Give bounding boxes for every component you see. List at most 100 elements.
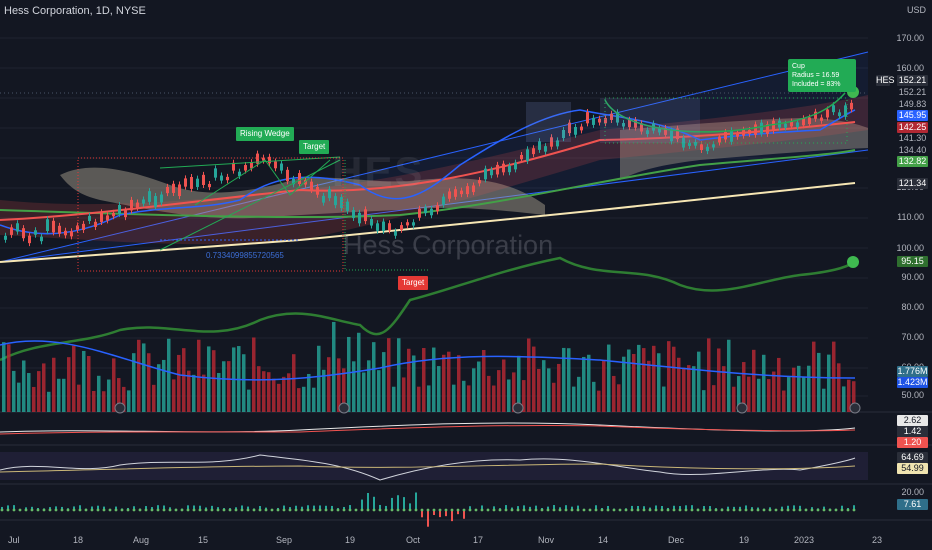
candle-body [808, 117, 811, 125]
oscillator-dot [210, 508, 214, 512]
volume-bar [317, 345, 321, 412]
candle-body [472, 185, 475, 193]
volume-bar [22, 360, 26, 412]
time-label: Dec [668, 535, 685, 545]
volume-bar [357, 332, 361, 412]
candle-body [58, 225, 61, 234]
volume-bar [177, 354, 181, 412]
price-tag: 152.21 [898, 87, 927, 97]
oscillator-dot [708, 508, 712, 512]
candle-body [592, 117, 595, 125]
candle-body [190, 176, 193, 189]
volume-bar [312, 387, 316, 412]
volume-bar [532, 346, 536, 412]
oscillator-dot [264, 508, 268, 512]
volume-bar [602, 360, 606, 412]
candle-body [616, 112, 619, 123]
volume-bar [122, 386, 126, 412]
volume-bar [597, 390, 601, 412]
oscillator-dot [354, 508, 358, 512]
volume-bar [637, 344, 641, 412]
candle-body [670, 130, 673, 142]
volume-bar [772, 371, 776, 412]
volume-bar [17, 382, 21, 412]
oscillator-dot [390, 508, 394, 512]
target-label[interactable]: Target [299, 140, 330, 154]
volume-bar [327, 357, 331, 412]
cup-box [604, 97, 848, 144]
candle-body [142, 199, 145, 204]
candle-body [328, 189, 331, 199]
candle-body [544, 146, 547, 152]
oscillator-dot [618, 508, 622, 512]
oscillator-dot [198, 508, 202, 512]
candle-body [340, 197, 343, 209]
volume-bar [307, 373, 311, 412]
volume-bar [297, 388, 301, 412]
candle-body [172, 183, 175, 193]
volume-bar [277, 383, 281, 412]
volume-bar [662, 386, 666, 412]
oscillator-dot [114, 508, 118, 512]
volume-bar [777, 357, 781, 412]
candle-body [184, 178, 187, 187]
oscillator-dot [126, 508, 130, 512]
sub-axis-label: 20.00 [901, 487, 924, 497]
target-label[interactable]: Target [398, 276, 429, 290]
volume-bar [222, 361, 226, 412]
volume-tag: 1.776M [897, 366, 928, 377]
candle-body [562, 129, 565, 139]
oscillator-dot [432, 508, 436, 512]
wedge-zigzag [194, 159, 331, 206]
relative-strength-line [0, 256, 856, 362]
oscillator-dot [372, 508, 376, 512]
oscillator-dot [150, 508, 154, 512]
oscillator-dot [0, 508, 4, 512]
candle-body [178, 184, 181, 197]
cup-radius: Radius = 16.59 [792, 72, 840, 79]
candle-body [376, 223, 379, 231]
candle-body [448, 191, 451, 199]
volume-bar [437, 366, 441, 412]
volume-bar [572, 386, 576, 412]
candle-body [658, 128, 661, 133]
candle-body [460, 190, 463, 195]
candle-body [484, 168, 487, 180]
volume-bar [762, 354, 766, 412]
volume-bar [742, 362, 746, 412]
volume-bar [77, 384, 81, 412]
watermark-ticker: HES [332, 148, 425, 195]
time-label: Nov [538, 535, 555, 545]
volume-bar [427, 385, 431, 412]
time-label: Oct [406, 535, 421, 545]
candle-body [442, 196, 445, 205]
volume-bar [527, 338, 531, 412]
macd-tag: 2.62 [897, 415, 928, 426]
candle-body [364, 209, 367, 222]
volume-bar [12, 370, 16, 412]
oscillator-dot [630, 508, 634, 512]
oscillator-dot [690, 508, 694, 512]
volume-bar [207, 346, 211, 412]
oscillator-dot [168, 508, 172, 512]
volume-bar [587, 354, 591, 412]
oscillator-dot [330, 508, 334, 512]
volume-bar [62, 378, 66, 412]
candle-body [148, 191, 151, 202]
oscillator-dot [726, 508, 730, 512]
rising-wedge-label[interactable]: Rising Wedge [236, 127, 294, 141]
oscillator-dot [30, 508, 34, 512]
oscillator-dot [846, 508, 850, 512]
volume-bar [302, 386, 306, 412]
volume-bar [387, 338, 391, 412]
candle-body [118, 205, 121, 214]
oscillator-dot [414, 508, 418, 512]
volume-bar [712, 385, 716, 412]
volume-bar [412, 355, 416, 412]
oscillator-dot [540, 508, 544, 512]
cup-pattern-box[interactable]: Cup Radius = 16.59 Included = 83% [788, 59, 856, 92]
oscillator-dot [234, 508, 238, 512]
candle-body [400, 225, 403, 230]
bollinger-band [0, 95, 868, 245]
